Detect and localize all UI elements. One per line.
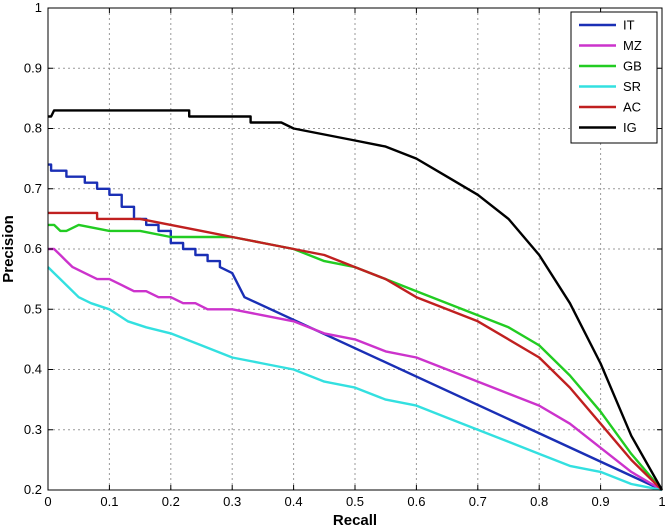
legend-box (570, 11, 658, 144)
x-tick-label: 0.2 (162, 494, 180, 509)
y-tick-label: 0.9 (24, 60, 42, 75)
series-line-ac (48, 211, 663, 491)
y-tick-label: 0.4 (24, 362, 42, 377)
legend-label-it: IT (623, 18, 635, 33)
series-line-it (48, 163, 663, 492)
series-line-ig (48, 109, 664, 491)
x-tick-label: 0.7 (469, 494, 487, 509)
x-tick-label: 0 (44, 494, 51, 509)
legend-label-ac: AC (623, 100, 641, 115)
y-tick-label: 0.7 (24, 181, 42, 196)
legend-label-mz: MZ (623, 38, 642, 53)
series-line-sr (47, 266, 663, 492)
grid-lines (48, 8, 662, 490)
y-tick-label: 0.6 (24, 241, 42, 256)
x-tick-label: 1 (658, 494, 665, 509)
y-tick-label: 0.5 (24, 301, 42, 316)
series-lines (47, 109, 664, 492)
series-line-gb (48, 223, 663, 491)
x-tick-label: 0.4 (285, 494, 303, 509)
x-axis-label: Recall (333, 512, 377, 529)
y-axis-label: Precision (0, 215, 17, 283)
legend-label-gb: GB (623, 59, 642, 74)
x-tick-label: 0.5 (346, 494, 364, 509)
y-tick-label: 1 (35, 0, 42, 15)
x-tick-label: 0.8 (530, 494, 548, 509)
y-tick-label: 0.8 (24, 121, 42, 136)
y-tick-label: 0.3 (24, 422, 42, 437)
x-tick-label: 0.3 (223, 494, 241, 509)
legend-label-ig: IG (623, 120, 637, 135)
x-tick-label: 0.6 (407, 494, 425, 509)
series-line-mz (48, 247, 663, 492)
tick-labels: 0 0.1 0.2 0.3 0.4 0.5 0.6 0.7 0.8 0.9 1 0.2 0.3 0.4 0.… (24, 0, 666, 509)
legend: IT MZ GB SR AC IG (570, 11, 658, 144)
legend-label-sr: SR (623, 79, 641, 94)
x-tick-label: 0.1 (100, 494, 118, 509)
x-tick-label: 0.9 (592, 494, 610, 509)
y-tick-label: 0.2 (24, 482, 42, 497)
